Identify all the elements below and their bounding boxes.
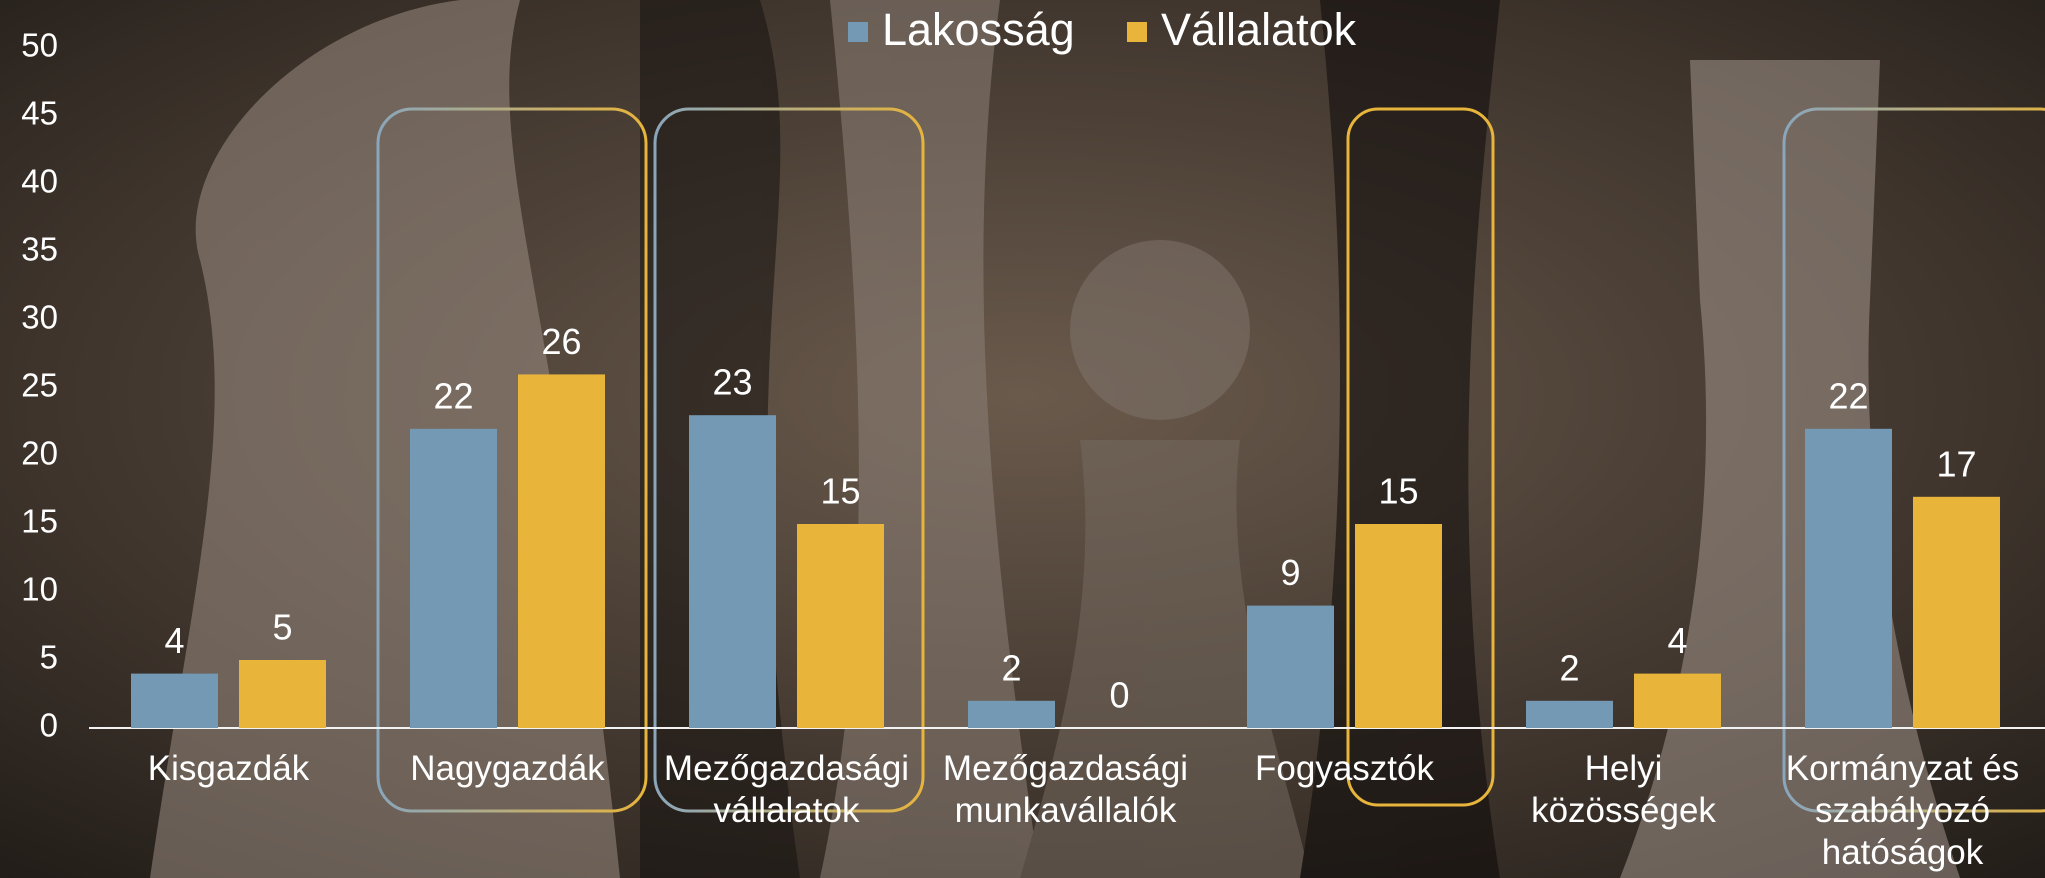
legend-swatch: [1127, 22, 1147, 42]
x-tick-label: Fogyasztók: [1209, 748, 1481, 790]
y-tick-label: 20: [21, 435, 58, 472]
data-label: 17: [1936, 443, 1976, 484]
bar: [1247, 606, 1334, 728]
data-label: 23: [712, 362, 752, 403]
data-label: 15: [820, 471, 860, 512]
data-label: 0: [1109, 675, 1129, 716]
y-tick-label: 15: [21, 503, 58, 540]
bar: [797, 524, 884, 728]
bar: [131, 674, 218, 728]
y-tick-label: 50: [21, 27, 58, 64]
legend-label: Lakosság: [882, 4, 1075, 55]
x-tick-label: Mezőgazdasági vállalatok: [651, 748, 923, 832]
data-label: 22: [1828, 375, 1868, 416]
x-tick-label: Helyi közösségek: [1488, 748, 1760, 832]
bar: [1634, 674, 1721, 728]
x-tick-label: Kisgazdák: [93, 748, 365, 790]
bar: [1913, 497, 2000, 728]
x-tick-label: Nagygazdák: [372, 748, 644, 790]
data-label: 15: [1378, 471, 1418, 512]
y-tick-label: 10: [21, 571, 58, 608]
data-label: 26: [541, 321, 581, 362]
bar: [1355, 524, 1442, 728]
y-tick-label: 45: [21, 95, 58, 132]
chart: 05101520253035404550LakosságVállalatok45…: [0, 0, 2045, 878]
bar: [968, 701, 1055, 728]
bar: [239, 660, 326, 728]
data-label: 9: [1280, 552, 1300, 593]
data-label: 5: [272, 607, 292, 648]
legend-swatch: [848, 22, 868, 42]
slide: 05101520253035404550LakosságVállalatok45…: [0, 0, 2045, 878]
y-tick-label: 40: [21, 163, 58, 200]
bar: [1526, 701, 1613, 728]
bar: [1805, 429, 1892, 728]
data-label: 4: [164, 620, 184, 661]
data-label: 4: [1667, 620, 1687, 661]
x-tick-label: Mezőgazdasági munkavállalók: [930, 748, 1202, 832]
legend-label: Vállalatok: [1161, 4, 1357, 55]
y-tick-label: 0: [40, 707, 58, 744]
y-tick-label: 30: [21, 299, 58, 336]
data-label: 2: [1559, 647, 1579, 688]
bar: [689, 415, 776, 728]
y-tick-label: 35: [21, 231, 58, 268]
y-tick-label: 25: [21, 367, 58, 404]
data-label: 22: [433, 375, 473, 416]
x-tick-label: Kormányzat és szabályozó hatóságok: [1767, 748, 2039, 874]
y-tick-label: 5: [40, 639, 58, 676]
data-label: 2: [1001, 647, 1021, 688]
bar: [518, 374, 605, 728]
bar: [410, 429, 497, 728]
